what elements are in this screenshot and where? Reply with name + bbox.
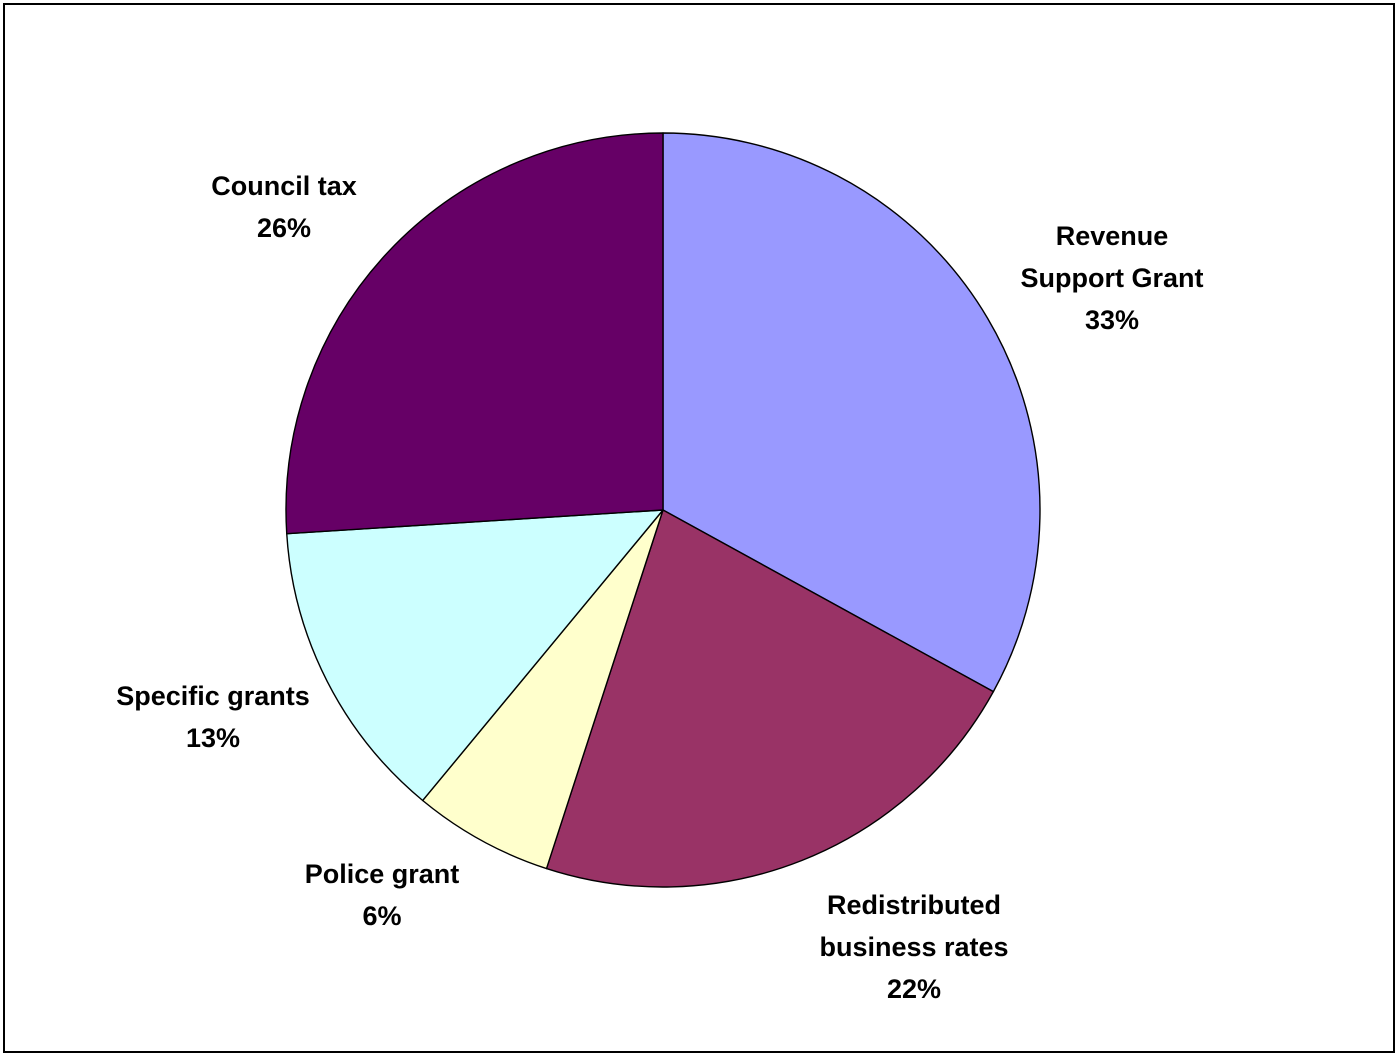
pie-value-label: 33%	[1085, 305, 1139, 335]
pie-label-specific-grants: Specific grants 13%	[116, 681, 310, 753]
pie-labels: Revenue Support Grant 33% Redistributed busi…	[116, 171, 1203, 1004]
pie-value-label: 13%	[186, 723, 240, 753]
pie-slice-police-grant	[421, 509, 664, 870]
pie-slice-redistributed-business-rates	[545, 509, 995, 888]
pie-category-label: Police grant	[305, 859, 460, 889]
pie-label-council-tax: Council tax 26%	[211, 171, 357, 243]
pie-label-redistributed-business-rates: Redistributed business rates 22%	[819, 890, 1008, 1004]
pie-slices	[285, 132, 1041, 888]
pie-label-revenue-support-grant: Revenue Support Grant 33%	[1021, 221, 1204, 335]
pie-category-label: Support Grant	[1021, 263, 1204, 293]
pie-category-label: Council tax	[211, 171, 357, 201]
pie-value-label: 26%	[257, 213, 311, 243]
pie-chart: Revenue Support Grant 33% Redistributed busi…	[116, 132, 1204, 1004]
pie-slice-council-tax	[285, 132, 664, 535]
pie-category-label: Redistributed	[827, 890, 1001, 920]
pie-slice-revenue-support-grant	[662, 132, 1041, 693]
pie-category-label: Revenue	[1056, 221, 1169, 251]
pie-category-label: business rates	[819, 932, 1008, 962]
pie-slice-specific-grants	[286, 509, 664, 802]
pie-value-label: 6%	[362, 901, 401, 931]
pie-value-label: 22%	[887, 974, 941, 1004]
pie-category-label: Specific grants	[116, 681, 310, 711]
chart-frame: Revenue Support Grant 33% Redistributed busi…	[3, 3, 1395, 1053]
pie-label-police-grant: Police grant 6%	[305, 859, 460, 931]
